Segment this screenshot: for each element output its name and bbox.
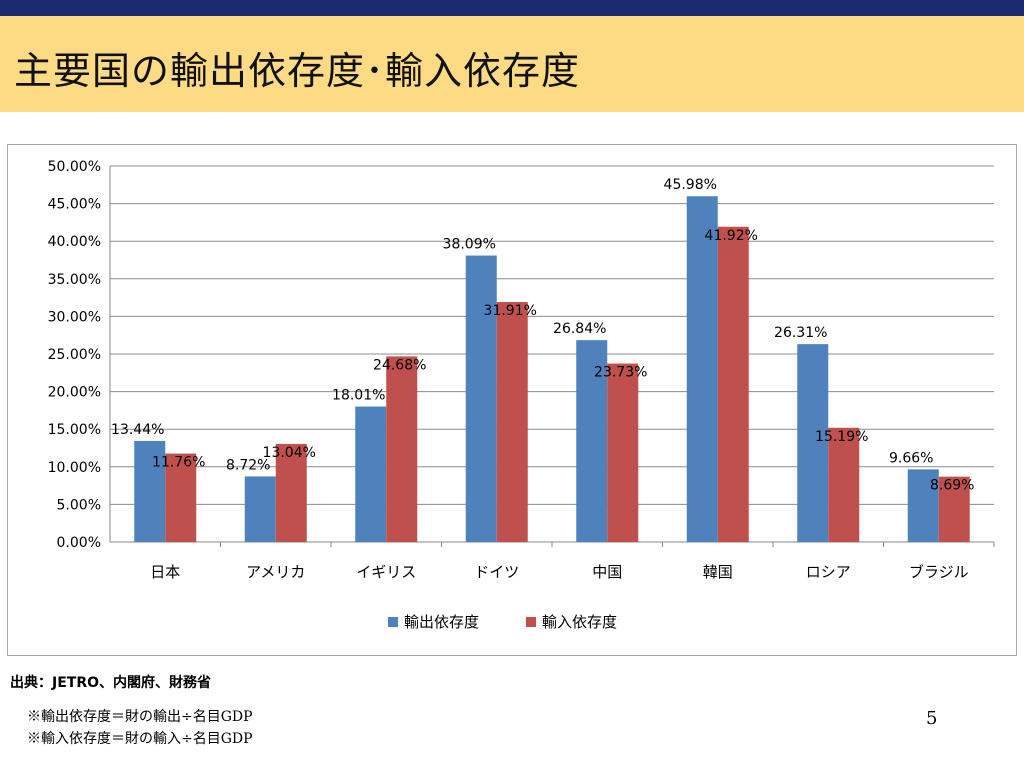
legend-swatch-export [388,617,398,627]
y-tick-label: 45.00% [48,197,101,213]
data-label: 41.92% [705,228,758,244]
slide-title: 主要国の輸出依存度･輸入依存度 [14,49,581,93]
legend-label: 輸出依存度 [404,613,479,631]
chart-area: 0.00% 5.00% 10.00% 15.00% 20.00% 25.00% 30.00%… [7,144,1017,656]
x-tick-label: 韓国 [703,563,733,581]
bar-import [828,427,860,542]
y-tick-label: 30.00% [48,309,101,325]
page-number: 5 [926,708,938,729]
x-tick-label: ブラジル [909,563,969,581]
data-label: 8.72% [226,457,270,473]
x-tick-label: イギリス [356,563,416,581]
x-tick-label: ロシア [806,563,851,581]
x-tick-label: アメリカ [246,563,305,581]
top-bar [0,0,1024,16]
data-label: 15.19% [815,429,868,445]
bar-export [134,440,166,542]
bar-import [165,453,197,542]
bar-export [907,469,939,542]
bar-import [717,226,749,542]
x-tick-label: 中国 [592,563,622,581]
data-label: 45.98% [664,177,717,193]
y-tick-label: 40.00% [48,234,101,250]
source-text: 出典：JETRO、内閣府、財務省 [10,675,212,691]
bar-export [576,340,608,542]
bar-export [355,406,387,542]
x-tick-label: ドイツ [474,563,519,581]
bar-import [607,363,639,542]
bar-export [244,476,276,542]
y-tick-label: 35.00% [48,272,101,288]
bar-import [938,476,970,542]
note-export: ※輸出依存度＝財の輸出÷名目GDP [27,709,253,725]
y-tick-label: 20.00% [48,385,101,401]
data-label: 9.66% [889,450,933,466]
data-label: 13.04% [263,445,316,461]
note-import: ※輸入依存度＝財の輸入÷名目GDP [27,731,253,747]
bar-export [686,196,718,542]
data-label: 23.73% [594,365,647,381]
x-tick-label: 日本 [150,563,180,581]
bar-import [386,356,418,542]
legend-swatch-import [526,617,536,627]
y-tick-label: 0.00% [57,535,101,551]
data-label: 31.91% [484,303,537,319]
data-label: 11.76% [152,455,205,471]
data-label: 38.09% [443,237,496,253]
bar-export [465,255,497,542]
bar-chart: 0.00% 5.00% 10.00% 15.00% 20.00% 25.00% 30.00%… [48,159,995,631]
data-label: 26.31% [774,325,827,341]
bar-import [496,302,528,542]
y-tick-label: 5.00% [57,497,101,513]
y-tick-label: 10.00% [48,460,101,476]
bar-export [797,344,829,542]
y-tick-label: 50.00% [48,159,101,175]
data-label: 13.44% [111,422,164,438]
data-label: 26.84% [553,321,606,337]
title-bar: 主要国の輸出依存度･輸入依存度 [0,16,1024,112]
y-tick-label: 25.00% [48,347,101,363]
y-tick-label: 15.00% [48,422,101,438]
legend-label: 輸入依存度 [542,613,617,631]
data-label: 18.01% [332,388,385,404]
bar-import [275,443,307,542]
data-label: 24.68% [373,357,426,373]
data-label: 8.69% [930,478,974,494]
